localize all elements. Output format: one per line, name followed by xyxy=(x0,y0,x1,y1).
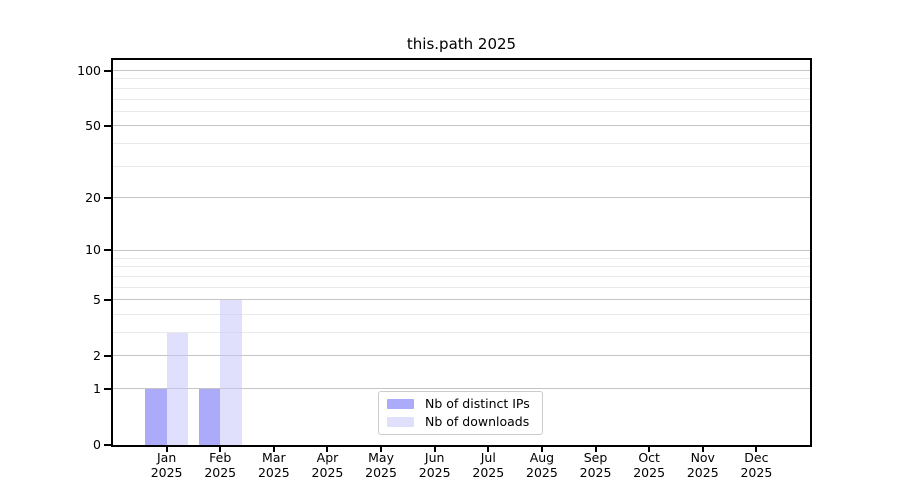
gridline-minor xyxy=(113,165,810,167)
bar-nb-of-downloads-feb xyxy=(220,299,242,445)
legend: Nb of distinct IPs Nb of downloads xyxy=(378,391,543,435)
gridline-major xyxy=(113,197,810,199)
gridline-major xyxy=(113,125,810,127)
x-tick-year: 2025 xyxy=(472,465,505,480)
gridline-minor xyxy=(113,257,810,259)
gridline-major xyxy=(113,355,810,357)
gridline-minor xyxy=(113,110,810,112)
legend-swatch-downloads xyxy=(387,417,414,427)
y-tick-label: 2 xyxy=(93,347,101,363)
bar-nb-of-distinct-ips-feb xyxy=(198,388,221,445)
x-tick-year: 2025 xyxy=(418,465,451,480)
x-tick-month: Oct xyxy=(638,450,660,465)
x-tick-month: Nov xyxy=(690,450,715,465)
legend-entry-distinct-ips: Nb of distinct IPs xyxy=(387,397,534,411)
bar-nb-of-distinct-ips-jan xyxy=(145,388,167,445)
x-tick-mark xyxy=(701,447,704,452)
x-tick-month: Dec xyxy=(744,450,769,465)
chart-title: this.path 2025 xyxy=(406,35,517,53)
x-tick-year: 2025 xyxy=(257,465,290,480)
y-tick-label: 10 xyxy=(85,242,101,258)
legend-entry-downloads: Nb of downloads xyxy=(387,415,534,429)
x-tick-month: Mar xyxy=(262,450,286,465)
x-tick-label: Aug 2025 xyxy=(514,450,570,480)
x-tick-mark xyxy=(755,447,758,452)
legend-swatch-distinct-ips xyxy=(387,399,414,409)
x-tick-year: 2025 xyxy=(311,465,344,480)
x-tick-label: Nov 2025 xyxy=(675,450,731,480)
x-tick-mark xyxy=(540,447,543,452)
gridline-minor xyxy=(113,286,810,288)
x-tick-mark xyxy=(272,447,275,452)
x-tick-month: Aug xyxy=(529,450,555,465)
y-tick-mark xyxy=(104,444,111,446)
y-tick-label: 100 xyxy=(77,62,101,78)
gridline-minor xyxy=(113,275,810,277)
x-tick-label: Sep 2025 xyxy=(568,450,624,480)
y-tick-label: 5 xyxy=(93,291,101,307)
gridline-major xyxy=(113,388,810,390)
x-tick-mark xyxy=(326,447,329,452)
x-tick-label: May 2025 xyxy=(353,450,409,480)
x-tick-month: Jun xyxy=(424,450,445,465)
gridline-minor xyxy=(113,313,810,315)
x-tick-year: 2025 xyxy=(686,465,719,480)
x-tick-label: Jul 2025 xyxy=(460,450,516,480)
gridline-minor xyxy=(113,78,810,80)
x-tick-mark xyxy=(165,447,168,452)
x-tick-mark xyxy=(594,447,597,452)
gridline-minor xyxy=(113,266,810,268)
x-tick-label: Mar 2025 xyxy=(246,450,302,480)
y-tick-mark xyxy=(104,387,111,390)
x-tick-year: 2025 xyxy=(150,465,183,480)
x-tick-label: Jan 2025 xyxy=(139,450,195,480)
x-tick-label: Jun 2025 xyxy=(407,450,463,480)
plot-area xyxy=(111,58,812,447)
x-tick-mark xyxy=(219,447,222,452)
x-tick-label: Apr 2025 xyxy=(299,450,355,480)
x-tick-year: 2025 xyxy=(365,465,397,480)
gridline-major xyxy=(113,249,810,251)
gridline-major xyxy=(113,299,810,301)
bar-nb-of-downloads-jan xyxy=(166,332,189,445)
x-tick-year: 2025 xyxy=(740,465,773,480)
x-tick-year: 2025 xyxy=(633,465,666,480)
x-tick-year: 2025 xyxy=(204,465,237,480)
y-tick-mark xyxy=(104,124,111,127)
x-tick-month: Jan xyxy=(156,450,177,465)
x-tick-year: 2025 xyxy=(526,465,558,480)
y-tick-mark xyxy=(104,69,111,72)
y-tick-label: 1 xyxy=(93,380,101,396)
y-tick-mark xyxy=(104,354,111,357)
gridline-major xyxy=(113,70,810,72)
x-tick-mark xyxy=(433,447,436,452)
x-tick-label: Dec 2025 xyxy=(728,450,784,480)
x-tick-month: Jul xyxy=(480,450,496,465)
gridline-minor xyxy=(113,143,810,145)
y-tick-label: 20 xyxy=(85,189,101,205)
gridline-minor xyxy=(113,332,810,334)
x-tick-month: Feb xyxy=(209,450,232,465)
y-tick-label: 50 xyxy=(85,117,101,133)
legend-label-downloads: Nb of downloads xyxy=(425,414,530,429)
y-tick-label: 0 xyxy=(93,437,101,452)
x-tick-mark xyxy=(648,447,651,452)
x-tick-mark xyxy=(380,447,383,452)
y-tick-mark xyxy=(104,249,111,252)
y-tick-mark xyxy=(104,298,111,301)
y-tick-mark xyxy=(104,196,111,199)
x-tick-month: Apr xyxy=(316,450,339,465)
gridline-minor xyxy=(113,87,810,89)
x-tick-label: Feb 2025 xyxy=(192,450,248,480)
x-tick-month: May xyxy=(368,450,394,465)
x-tick-month: Sep xyxy=(583,450,608,465)
gridline-minor xyxy=(113,98,810,100)
x-tick-label: Oct 2025 xyxy=(621,450,677,480)
x-tick-year: 2025 xyxy=(579,465,612,480)
x-tick-mark xyxy=(487,447,490,452)
legend-label-distinct-ips: Nb of distinct IPs xyxy=(425,396,530,411)
